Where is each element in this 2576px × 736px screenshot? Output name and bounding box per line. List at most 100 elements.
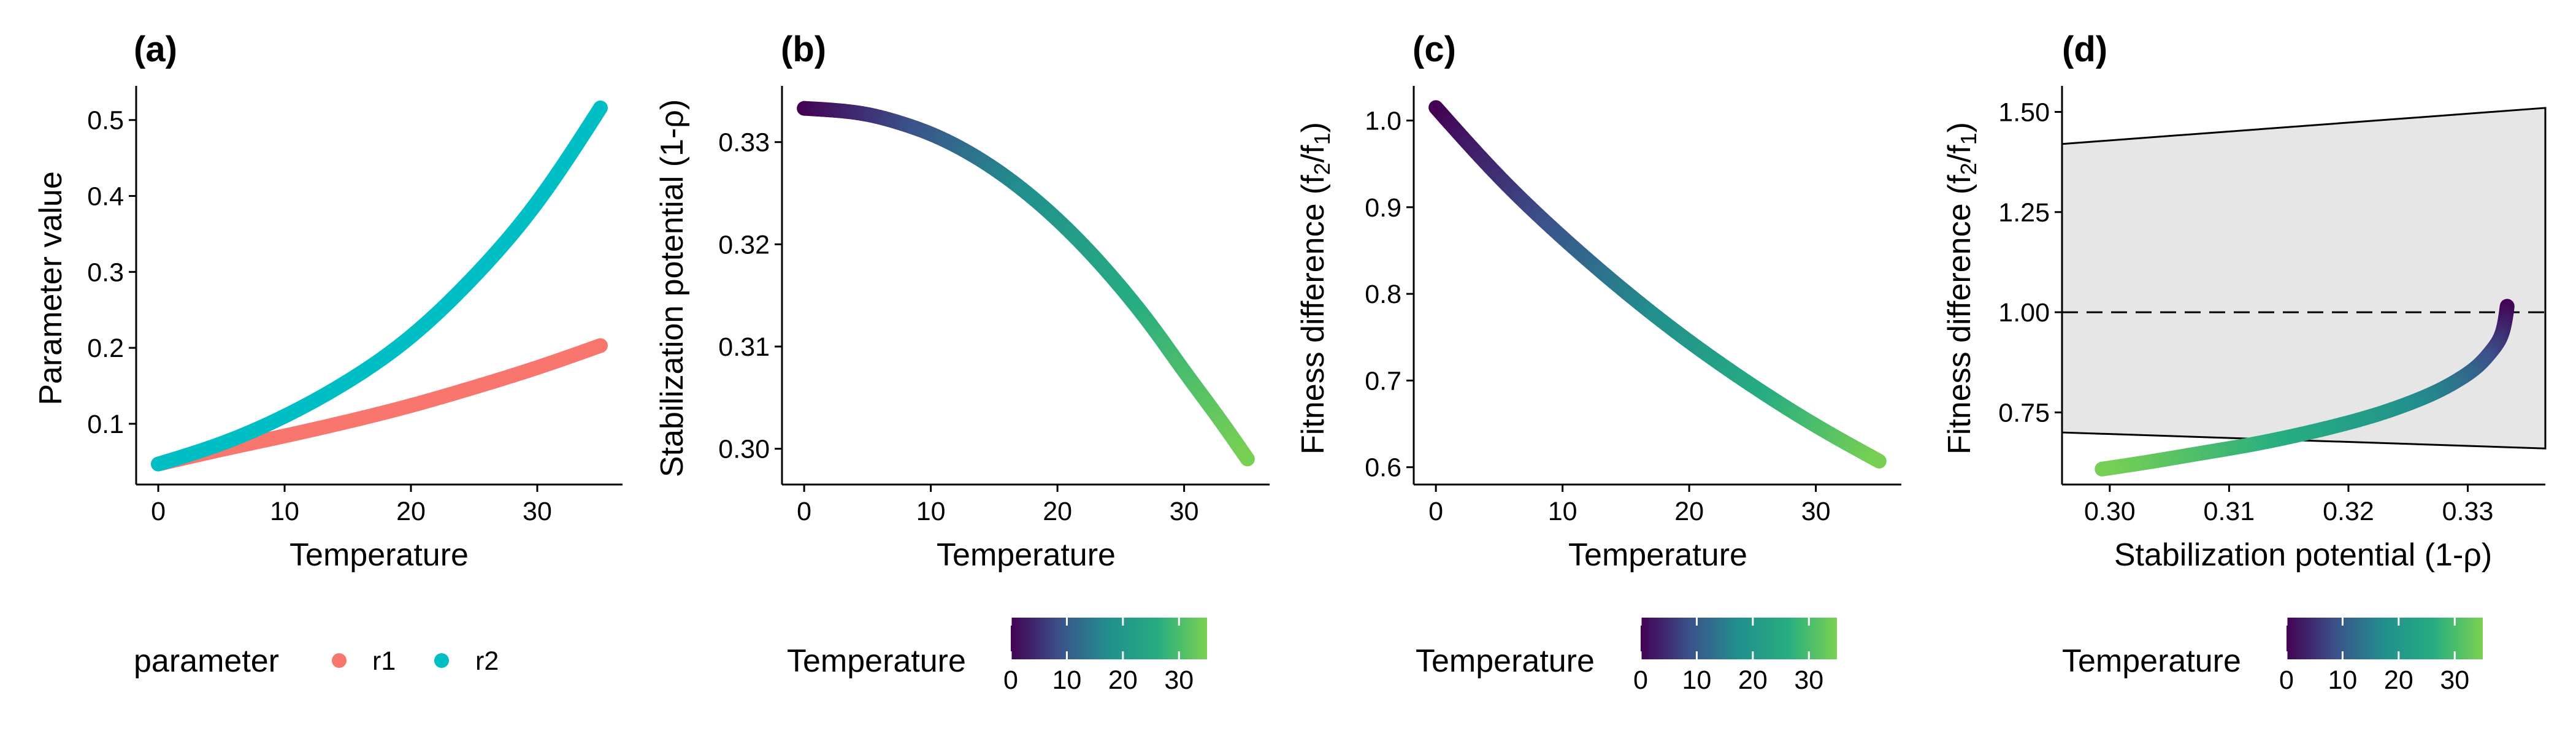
colorbar-tick-label-c-3: 30	[1794, 665, 1823, 695]
coexistence-region	[2061, 107, 2547, 450]
x-tick-label-b-0: 0	[797, 497, 811, 526]
y-axis-title-d-mid: /f	[1942, 145, 1977, 163]
colorbar-tick-label-b-3: 30	[1164, 665, 1194, 695]
y-tick-label-b-0: 0.30	[718, 435, 770, 464]
y-tick-label-a-3: 0.4	[87, 182, 124, 212]
y-tick-label-d-2: 1.25	[1998, 198, 2050, 228]
y-tick-label-a-2: 0.3	[87, 258, 124, 287]
panel-b: (b) 0 10 20 30 0.30 0.31 0.32 0.33 Temperature …	[654, 29, 1270, 695]
y-tick-label-a-0: 0.1	[87, 410, 124, 439]
y-axis-title-a: Parameter value	[33, 171, 69, 405]
panel-a: (a) 0 10 20 30 0.1 0.2 0.3 0.4 0.5 Temperature P…	[33, 29, 623, 679]
y-tick-label-c-2: 0.8	[1365, 280, 1401, 309]
y-axis-title-d-main: Fitness difference (f	[1942, 175, 1977, 454]
colorbar-title-b: Temperature	[787, 643, 966, 679]
x-tick-label-a-2: 20	[396, 497, 426, 526]
legend-label-r2: r2	[475, 646, 499, 676]
panel-c-plot: 0 10 20 30 0.6 0.7 0.8 0.9 1.0	[1365, 86, 1901, 526]
x-tick-label-c-2: 20	[1674, 497, 1704, 526]
series-segment-c-99	[1867, 451, 1887, 469]
x-tick-label-b-2: 20	[1043, 497, 1072, 526]
colorbar-gradient-c	[1641, 618, 1837, 659]
x-tick-label-a-3: 30	[523, 497, 552, 526]
y-tick-label-b-2: 0.32	[718, 230, 770, 259]
colorbar-title-d: Temperature	[2062, 643, 2241, 679]
legend-a: parameter r1 r2	[134, 643, 499, 679]
x-tick-label-a-0: 0	[151, 497, 166, 526]
legend-key-r1	[332, 653, 347, 668]
y-tick-label-c-1: 0.7	[1365, 366, 1401, 396]
colorbar-tick-label-b-0: 0	[1003, 665, 1018, 695]
colorbar-gradient-b	[1011, 618, 1207, 659]
y-axis-title-d-sub1: 2	[1956, 163, 1981, 175]
y-axis-title-c-end: )	[1295, 122, 1331, 132]
colorbar-b-body: 0 10 20 30	[1003, 618, 1207, 695]
legend-key-r2	[434, 653, 449, 668]
y-axis-title-c-sub1: 2	[1309, 163, 1335, 175]
x-tick-label-d-2: 0.32	[2323, 497, 2374, 526]
y-axis-title-d-end: )	[1942, 122, 1977, 132]
y-axis-title-d: Fitness difference (f2/f1)	[1942, 122, 1981, 454]
panel-d: (d) 0.30 0.31 0.32 0.33 0.75 1.00 1.25 1.50 Sta…	[1942, 29, 2547, 695]
colorbar-tick-label-d-0: 0	[2279, 665, 2294, 695]
y-tick-label-c-0: 0.6	[1365, 453, 1401, 483]
x-tick-label-a-1: 10	[270, 497, 299, 526]
x-tick-label-c-1: 10	[1548, 497, 1577, 526]
y-axis-title-c-sub2: 1	[1309, 132, 1335, 145]
colorbar-gradient-d	[2287, 618, 2483, 659]
x-tick-label-b-3: 30	[1170, 497, 1199, 526]
x-tick-label-d-1: 0.31	[2204, 497, 2255, 526]
y-tick-label-d-1: 1.00	[1998, 298, 2050, 328]
x-axis-title-a: Temperature	[289, 537, 469, 573]
colorbar-b: Temperature 0 10 20 30	[787, 618, 1207, 695]
y-tick-label-c-4: 1.0	[1365, 107, 1401, 136]
y-tick-label-d-3: 1.50	[1998, 98, 2050, 127]
series-segment-b-99	[1235, 445, 1255, 467]
y-tick-label-a-4: 0.5	[87, 106, 124, 136]
x-axis-title-b: Temperature	[937, 537, 1116, 573]
colorbar-c: Temperature 0 10 20 30	[1416, 618, 1837, 695]
y-axis-title-c: Fitness difference (f2/f1)	[1295, 122, 1335, 454]
y-tick-label-a-1: 0.2	[87, 334, 124, 363]
y-tick-label-b-1: 0.31	[718, 332, 770, 362]
colorbar-tick-label-b-2: 20	[1108, 665, 1138, 695]
colorbar-c-body: 0 10 20 30	[1633, 618, 1837, 695]
colorbar-tick-label-b-1: 10	[1052, 665, 1082, 695]
panel-label-d: (d)	[2062, 29, 2107, 69]
colorbar-tick-label-d-3: 30	[2440, 665, 2469, 695]
series-segment-d-115	[2095, 461, 2116, 477]
x-axis-title-c: Temperature	[1568, 537, 1747, 573]
y-axis-title-d-sub2: 1	[1956, 132, 1981, 145]
x-tick-label-d-3: 0.33	[2442, 497, 2494, 526]
panel-a-plot: 0 10 20 30 0.1 0.2 0.3 0.4 0.5	[87, 86, 623, 526]
colorbar-tick-label-c-2: 20	[1738, 665, 1768, 695]
colorbar-tick-label-d-1: 10	[2328, 665, 2358, 695]
y-tick-label-b-3: 0.33	[718, 128, 770, 158]
colorbar-title-c: Temperature	[1416, 643, 1595, 679]
x-tick-label-c-3: 30	[1801, 497, 1831, 526]
panel-d-plot: 0.30 0.31 0.32 0.33 0.75 1.00 1.25 1.50	[1998, 86, 2547, 526]
x-tick-label-d-0: 0.30	[2084, 497, 2136, 526]
y-axis-title-c-mid: /f	[1295, 145, 1331, 163]
panel-b-plot: 0 10 20 30 0.30 0.31 0.32 0.33	[718, 86, 1270, 526]
colorbar-tick-label-c-1: 10	[1682, 665, 1712, 695]
y-axis-title-b: Stabilization potential (1-ρ)	[654, 99, 690, 477]
colorbar-d-body: 0 10 20 30	[2279, 618, 2483, 695]
y-axis-title-c-main: Fitness difference (f	[1295, 175, 1331, 454]
series-line-r2	[151, 100, 608, 472]
panel-c: (c) 0 10 20 300.60.70.80.91.0 Temperature F…	[1295, 29, 1901, 695]
panel-label-c: (c)	[1413, 29, 1456, 69]
x-tick-label-c-0: 0	[1428, 497, 1443, 526]
y-tick-label-d-0: 0.75	[1998, 398, 2050, 427]
x-tick-label-b-1: 10	[916, 497, 946, 526]
y-tick-label-c-3: 0.9	[1365, 193, 1401, 223]
colorbar-tick-label-c-0: 0	[1633, 665, 1648, 695]
colorbar-d: Temperature 0 10 20 30	[2062, 618, 2483, 695]
x-axis-title-d: Stabilization potential (1-ρ)	[2114, 537, 2492, 573]
colorbar-tick-label-d-2: 20	[2384, 665, 2413, 695]
panel-label-a: (a)	[134, 29, 177, 69]
legend-label-r1: r1	[372, 646, 396, 676]
panel-label-b: (b)	[781, 29, 826, 69]
legend-title-parameter: parameter	[134, 643, 279, 679]
